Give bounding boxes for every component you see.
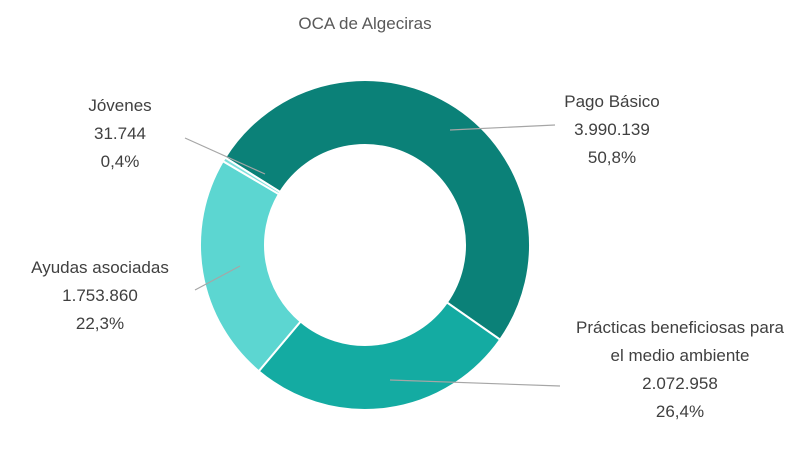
label-percent: 0,4% xyxy=(100,152,140,171)
label-percent: 22,3% xyxy=(75,314,125,333)
leader-line xyxy=(389,379,561,387)
data-label: Jóvenes 31.744 0,4% xyxy=(60,92,180,176)
leader-line xyxy=(194,265,241,291)
label-name: Prácticas beneficiosas para el medio amb… xyxy=(576,318,784,365)
label-percent: 50,8% xyxy=(587,148,637,167)
label-name: Jóvenes xyxy=(88,96,152,115)
label-percent: 26,4% xyxy=(655,402,705,421)
label-name: Ayudas asociadas xyxy=(31,258,169,277)
chart-title: OCA de Algeciras xyxy=(298,14,432,33)
leader-line xyxy=(449,124,556,131)
leader-line xyxy=(184,137,266,175)
label-value: 3.990.139 xyxy=(574,120,650,139)
donut-segment xyxy=(257,300,502,411)
label-value: 1.753.860 xyxy=(62,286,138,305)
label-value: 31.744 xyxy=(94,124,146,143)
donut-segment xyxy=(221,156,282,196)
donut-segment xyxy=(199,159,302,373)
data-label: Prácticas beneficiosas para el medio amb… xyxy=(575,314,785,426)
donut-segment xyxy=(223,79,531,342)
data-label: Pago Básico 3.990.139 50,8% xyxy=(512,88,712,172)
label-name: Pago Básico xyxy=(564,92,660,111)
data-label: Ayudas asociadas 1.753.860 22,3% xyxy=(0,254,200,338)
label-value: 2.072.958 xyxy=(642,374,718,393)
